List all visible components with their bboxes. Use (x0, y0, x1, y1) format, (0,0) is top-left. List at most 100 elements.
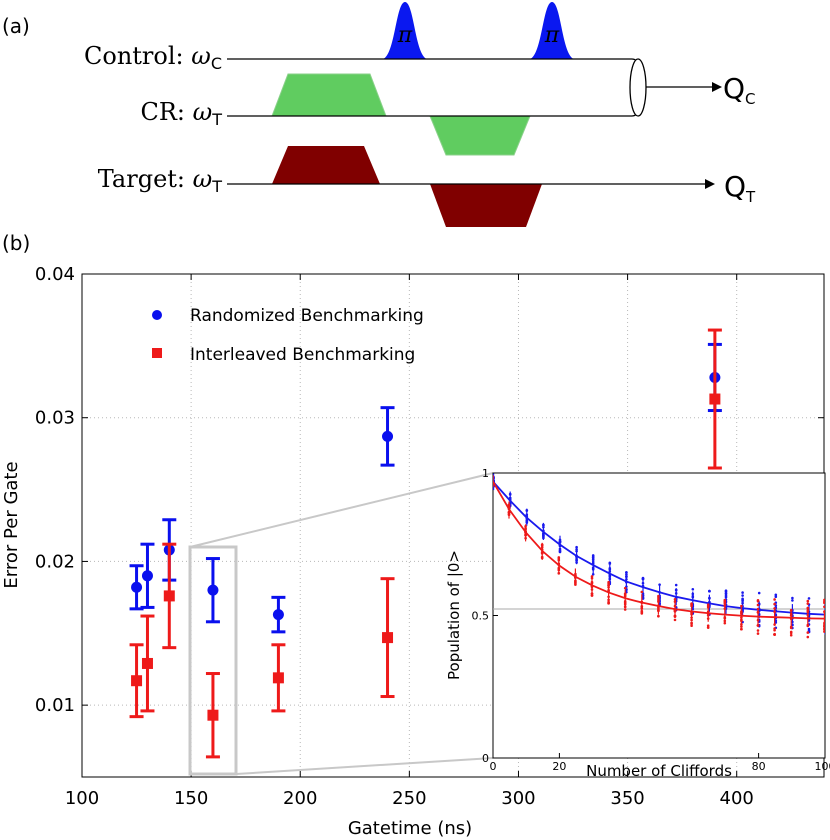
inset-sample-red (806, 635, 810, 639)
inset-y-axis-label: Population of |0> (445, 550, 463, 680)
point-ib (709, 393, 721, 405)
inset-sample-blue (807, 597, 811, 600)
inset-sample-red (690, 624, 693, 628)
inset-sample-red (823, 600, 825, 604)
inset-sample-red (823, 605, 825, 609)
point-rb (207, 584, 219, 596)
inset-sample-red (789, 631, 793, 635)
legend-label-rb: Randomized Benchmarking (190, 306, 424, 326)
inset-sample-red (493, 479, 494, 482)
main-tick-label-x: 100 (65, 788, 99, 809)
inset-sample-red (773, 627, 776, 630)
pi-label-1: π (397, 23, 413, 48)
inset-sample-blue (674, 583, 678, 587)
inset-sample-blue (724, 594, 728, 598)
legend-label-ib: Interleaved Benchmarking (190, 345, 415, 365)
main-tick-label-y: 0.04 (35, 264, 75, 285)
inset-sample-blue (791, 596, 794, 600)
main-tick-label-x: 250 (392, 788, 426, 809)
inset-x-axis-label: Number of Cliffords (586, 762, 732, 780)
point-ib (163, 590, 175, 602)
legend-marker-ib (152, 348, 162, 358)
inset-sample-red (773, 632, 776, 636)
main-tick-label-y: 0.03 (35, 408, 75, 429)
inset-sample-blue (691, 587, 695, 591)
main-tick-label-x: 300 (501, 788, 535, 809)
main-tick-label-y: 0.02 (35, 551, 75, 572)
inset-sample-red (740, 627, 743, 631)
inset-sample-red (706, 626, 710, 629)
main-tick-label-x: 400 (720, 788, 754, 809)
inset-sample-red (623, 586, 627, 590)
cr-pulse-positive (271, 73, 387, 117)
panel-b-label: (b) (2, 231, 30, 255)
inset-sample-red (673, 598, 677, 601)
qt-label: QT (724, 170, 756, 206)
inset-sample-blue (625, 570, 628, 574)
inset-sample-red (756, 624, 760, 627)
inset-sample-red (823, 627, 825, 630)
inset-tick-label-x: 80 (752, 760, 766, 773)
main-tick-label-x: 350 (610, 788, 644, 809)
main-tick-label-x: 150 (174, 788, 208, 809)
inset-sample-blue (741, 594, 744, 597)
inset-sample-red (756, 603, 760, 607)
inset-tick-label-x: 0 (490, 760, 497, 773)
inset-sample-red (806, 606, 810, 610)
zoom-box (188, 545, 238, 776)
inset-sample-blue (741, 591, 744, 594)
inset-sample-red (789, 633, 793, 637)
point-rb (382, 430, 394, 442)
inset-sample-red (493, 475, 494, 478)
main-tick-label-y: 0.01 (35, 695, 75, 716)
inset-data (493, 473, 825, 639)
inset-sample-red (806, 599, 810, 603)
inset-sample-blue (774, 593, 778, 597)
control-cr-tube-end (629, 58, 647, 117)
qc-arrow-head (712, 82, 722, 92)
inset-sample-red (756, 629, 760, 632)
inset-tick-label-y: 0 (482, 752, 489, 765)
point-ib (131, 675, 143, 687)
inset-sample-red (623, 605, 627, 609)
inset-sample-red (607, 582, 610, 586)
inset-sample-red (806, 631, 810, 634)
point-rb (131, 581, 143, 593)
inset-sample-red (607, 600, 610, 604)
inset-sample-blue (591, 572, 595, 576)
main-ticks: 100 150 200 250 300 350 400 0.01 0.02 0.03 0.04 (35, 264, 824, 809)
inset-sample-blue (741, 597, 744, 601)
inset-sample-blue (807, 627, 811, 631)
inset-sample-red (773, 602, 776, 606)
pi-pulse-2 (530, 2, 574, 59)
main-x-axis-label: Gatetime (ns) (348, 818, 472, 839)
control-channel-label: Control: ωC (84, 42, 222, 73)
cr-channel-label: CR: ωT (140, 98, 222, 129)
inset-sample-red (823, 630, 825, 633)
inset-sample-red (756, 632, 760, 635)
target-pulse-positive (272, 146, 380, 184)
legend: Randomized Benchmarking Interleaved Benc… (152, 306, 424, 365)
inset-sample-red (657, 594, 660, 598)
inset-sample-red (723, 601, 727, 605)
main-tick-label-x: 200 (283, 788, 317, 809)
zoom-connector-bottom (235, 757, 494, 775)
point-ib (207, 709, 219, 721)
target-channel-label: Target: ωT (98, 165, 222, 196)
inset-sample-red (690, 622, 693, 626)
qc-label: QC (723, 72, 756, 108)
inset-tick-label-y: 0.5 (472, 610, 490, 623)
qt-arrow-head (705, 179, 715, 189)
inset-sample-red (773, 607, 776, 610)
inset-sample-blue (724, 589, 728, 593)
point-rb (272, 609, 284, 621)
main-data (129, 328, 722, 759)
inset-sample-blue (708, 589, 711, 593)
main-y-axis-label: Error Per Gate (1, 461, 22, 588)
point-ib (141, 657, 153, 669)
inset-sample-red (756, 599, 760, 603)
inset-sample-red (789, 625, 793, 629)
inset-ticks: 0 20 80 100 0 0.5 1 (472, 467, 830, 773)
inset-sample-red (773, 598, 776, 601)
point-ib (272, 672, 284, 684)
